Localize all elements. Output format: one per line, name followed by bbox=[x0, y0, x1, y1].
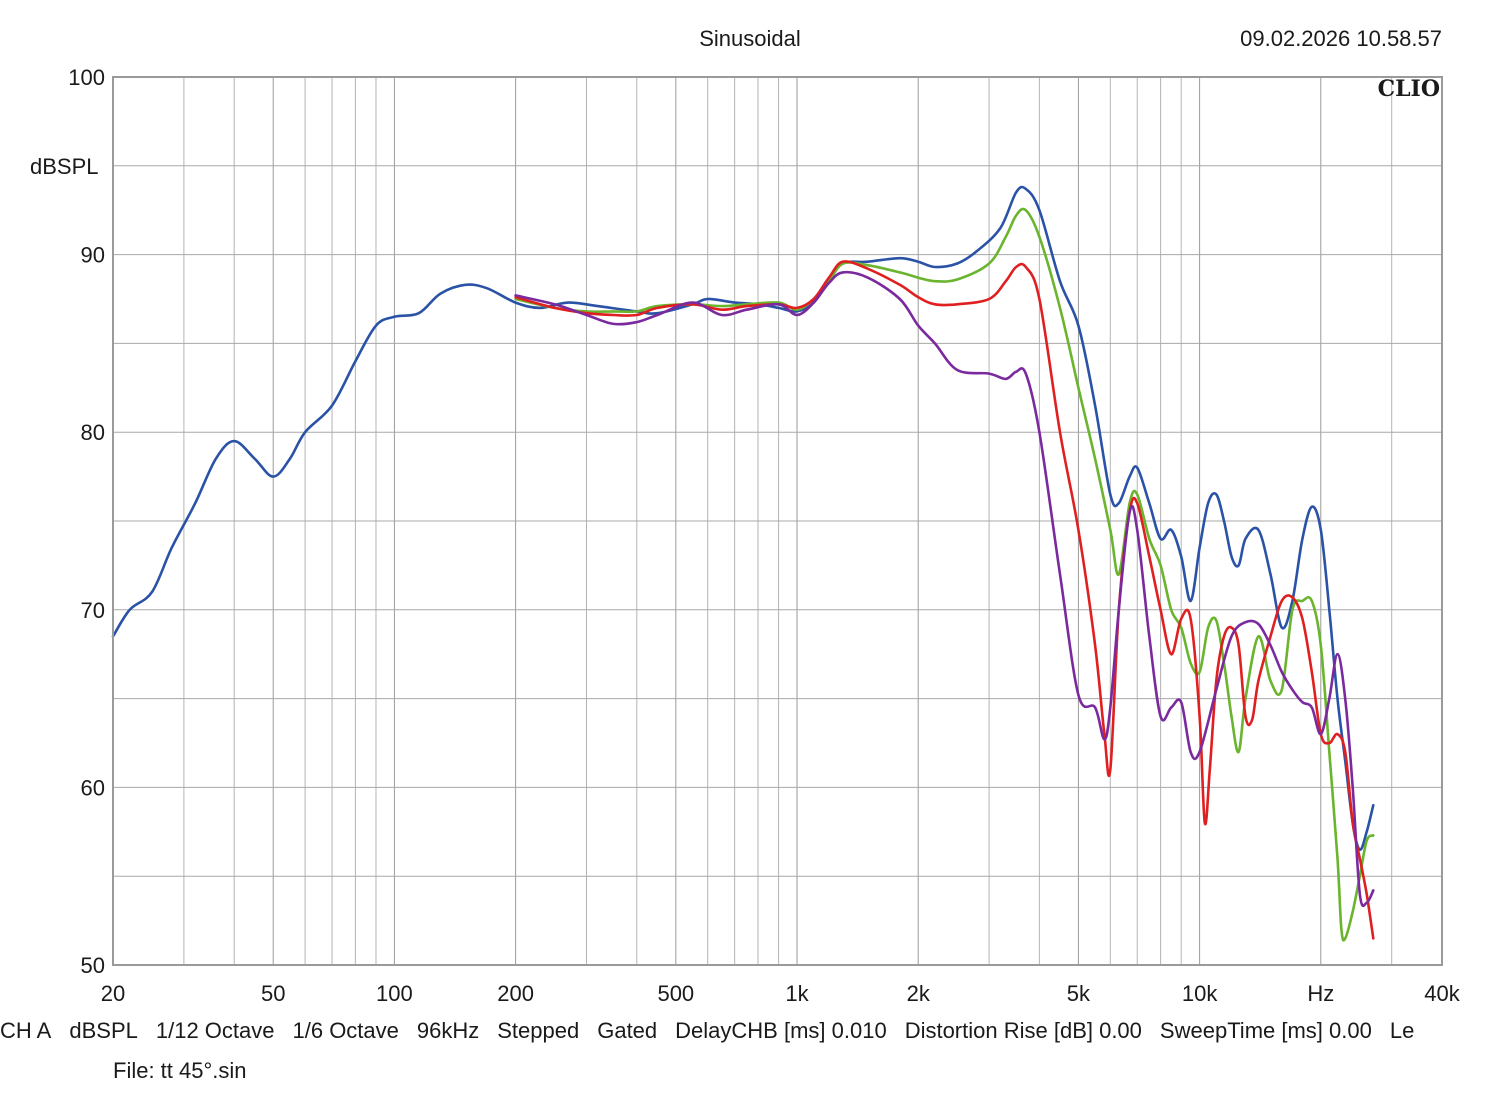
y-tick-label: 100 bbox=[68, 65, 105, 90]
y-axis-label: dBSPL bbox=[30, 154, 99, 179]
y-tick-label: 50 bbox=[81, 953, 105, 978]
y-tick-label: 60 bbox=[81, 775, 105, 800]
plot-frame bbox=[112, 76, 1443, 966]
brand-logo: CLIO bbox=[1377, 76, 1440, 102]
y-tick-label: 80 bbox=[81, 420, 105, 445]
y-tick-label: 90 bbox=[81, 243, 105, 268]
status-item: SweepTime [ms] 0.00 bbox=[1159, 1018, 1372, 1043]
series-group bbox=[111, 185, 1375, 942]
chart-title: Sinusoidal bbox=[699, 26, 801, 51]
x-tick-label: Hz bbox=[1307, 981, 1334, 1006]
status-item: Gated bbox=[597, 1018, 658, 1043]
x-tick-label: 2k bbox=[907, 981, 931, 1006]
status-item: Le bbox=[1389, 1018, 1415, 1043]
x-tick-label: 200 bbox=[497, 981, 534, 1006]
y-tick-label: 70 bbox=[81, 598, 105, 623]
status-item: dBSPL bbox=[69, 1018, 138, 1043]
x-axis-ticks: 20 50 100 200 500 1k 2k 5k 10k Hz 40k bbox=[101, 981, 1461, 1006]
status-item: DelayCHB [ms] 0.010 bbox=[675, 1018, 887, 1043]
series-line-blue bbox=[111, 185, 1375, 851]
x-tick-label: 40k bbox=[1424, 981, 1460, 1006]
status-bar: CH A dBSPL 1/12 Octave 1/6 Octave 96kHz Stepp… bbox=[0, 1018, 1500, 1048]
x-tick-label: 50 bbox=[261, 981, 285, 1006]
x-tick-label: 100 bbox=[376, 981, 413, 1006]
status-item: CH A bbox=[0, 1018, 52, 1043]
status-item: Stepped bbox=[497, 1018, 580, 1043]
status-item: Distortion Rise [dB] 0.00 bbox=[904, 1018, 1142, 1043]
x-tick-label: 500 bbox=[657, 981, 694, 1006]
status-item: 1/12 Octave bbox=[155, 1018, 275, 1043]
x-tick-label: 20 bbox=[101, 981, 125, 1006]
series-line-purple bbox=[514, 270, 1375, 908]
x-tick-label: 1k bbox=[785, 981, 809, 1006]
y-axis-ticks: 50 60 70 80 90 100 bbox=[68, 65, 105, 978]
status-item: 96kHz bbox=[416, 1018, 480, 1043]
status-item: 1/6 Octave bbox=[292, 1018, 399, 1043]
file-name: File: tt 45°.sin bbox=[113, 1058, 247, 1083]
x-tick-label: 10k bbox=[1182, 981, 1218, 1006]
timestamp: 09.02.2026 10.58.57 bbox=[1240, 26, 1442, 51]
x-tick-label: 5k bbox=[1067, 981, 1091, 1006]
